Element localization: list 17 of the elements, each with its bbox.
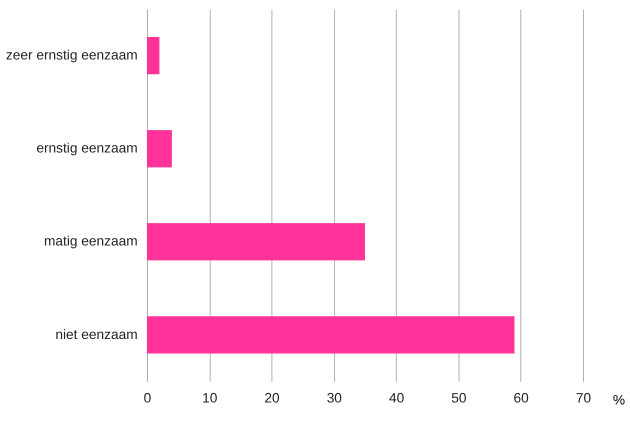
x-tick-label: 10 bbox=[202, 390, 218, 406]
y-tick-label: zeer ernstig eenzaam bbox=[6, 48, 138, 63]
y-tick-label: ernstig eenzaam bbox=[36, 140, 138, 156]
x-tick-label: 30 bbox=[326, 390, 342, 406]
x-tick-label: 70 bbox=[576, 390, 592, 406]
x-axis-title: % bbox=[612, 392, 626, 408]
x-tick-label: 60 bbox=[514, 390, 530, 406]
bar bbox=[146, 316, 514, 354]
x-tick-label: 0 bbox=[144, 390, 152, 406]
y-tick-label: matig eenzaam bbox=[44, 234, 138, 249]
bar bbox=[146, 223, 365, 260]
x-tick-label: 20 bbox=[264, 390, 280, 406]
x-tick-label: 50 bbox=[451, 390, 467, 406]
bar bbox=[146, 37, 160, 74]
bar bbox=[146, 130, 172, 168]
x-tick-label: 40 bbox=[388, 390, 405, 406]
y-tick-label: niet eenzaam bbox=[55, 326, 138, 342]
